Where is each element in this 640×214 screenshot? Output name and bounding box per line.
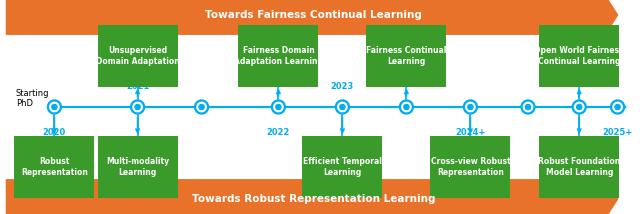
FancyBboxPatch shape bbox=[97, 25, 177, 87]
Text: 2020: 2020 bbox=[43, 128, 66, 137]
Ellipse shape bbox=[196, 102, 207, 112]
Ellipse shape bbox=[134, 104, 141, 110]
Text: Towards Fairness Continual Learning: Towards Fairness Continual Learning bbox=[205, 10, 422, 20]
Ellipse shape bbox=[614, 104, 621, 110]
Ellipse shape bbox=[403, 104, 410, 110]
Ellipse shape bbox=[401, 102, 412, 112]
Ellipse shape bbox=[273, 102, 284, 112]
Text: 2022: 2022 bbox=[267, 128, 290, 137]
Ellipse shape bbox=[574, 102, 584, 112]
Text: Robust
Representation: Robust Representation bbox=[21, 157, 88, 177]
FancyBboxPatch shape bbox=[540, 136, 620, 198]
Ellipse shape bbox=[339, 104, 346, 110]
FancyBboxPatch shape bbox=[303, 136, 383, 198]
Text: Fairness Continual
Learning: Fairness Continual Learning bbox=[366, 46, 447, 66]
Text: Robust Foundation
Model Learning: Robust Foundation Model Learning bbox=[538, 157, 620, 177]
Ellipse shape bbox=[132, 102, 143, 112]
Ellipse shape bbox=[335, 99, 350, 115]
Text: Towards Robust Representation Learning: Towards Robust Representation Learning bbox=[192, 194, 435, 204]
FancyBboxPatch shape bbox=[540, 25, 620, 87]
Ellipse shape bbox=[525, 104, 531, 110]
Text: Open World Fairness
Continual Learning: Open World Fairness Continual Learning bbox=[534, 46, 624, 66]
Text: Starting
PhD: Starting PhD bbox=[16, 89, 49, 108]
Ellipse shape bbox=[572, 99, 587, 115]
Text: 2024+: 2024+ bbox=[455, 128, 486, 137]
Ellipse shape bbox=[47, 99, 62, 115]
Ellipse shape bbox=[467, 104, 474, 110]
Text: Fairness Domain
Adaptation Learning: Fairness Domain Adaptation Learning bbox=[234, 46, 323, 66]
FancyBboxPatch shape bbox=[15, 136, 95, 198]
Ellipse shape bbox=[271, 99, 286, 115]
FancyArrow shape bbox=[6, 169, 618, 214]
Text: Cross-view Robust
Representation: Cross-view Robust Representation bbox=[431, 157, 510, 177]
Ellipse shape bbox=[275, 104, 282, 110]
Text: Efficient Temporal
Learning: Efficient Temporal Learning bbox=[303, 157, 382, 177]
Text: 2021: 2021 bbox=[126, 82, 149, 91]
FancyBboxPatch shape bbox=[97, 136, 177, 198]
Ellipse shape bbox=[610, 99, 625, 115]
Ellipse shape bbox=[520, 99, 536, 115]
Text: 2025+: 2025+ bbox=[602, 128, 633, 137]
Ellipse shape bbox=[399, 99, 414, 115]
Ellipse shape bbox=[465, 102, 476, 112]
Text: Multi-modality
Learning: Multi-modality Learning bbox=[106, 157, 169, 177]
Ellipse shape bbox=[49, 102, 60, 112]
Ellipse shape bbox=[337, 102, 348, 112]
Ellipse shape bbox=[130, 99, 145, 115]
FancyBboxPatch shape bbox=[239, 25, 319, 87]
Ellipse shape bbox=[198, 104, 205, 110]
Ellipse shape bbox=[194, 99, 209, 115]
Text: Unsupervised
Domain Adaptation: Unsupervised Domain Adaptation bbox=[96, 46, 179, 66]
Ellipse shape bbox=[463, 99, 478, 115]
FancyBboxPatch shape bbox=[430, 136, 511, 198]
Ellipse shape bbox=[612, 102, 623, 112]
FancyBboxPatch shape bbox=[366, 25, 447, 87]
Ellipse shape bbox=[523, 102, 533, 112]
Ellipse shape bbox=[51, 104, 58, 110]
Text: 2023: 2023 bbox=[331, 82, 354, 91]
Ellipse shape bbox=[576, 104, 582, 110]
FancyArrow shape bbox=[6, 0, 618, 45]
